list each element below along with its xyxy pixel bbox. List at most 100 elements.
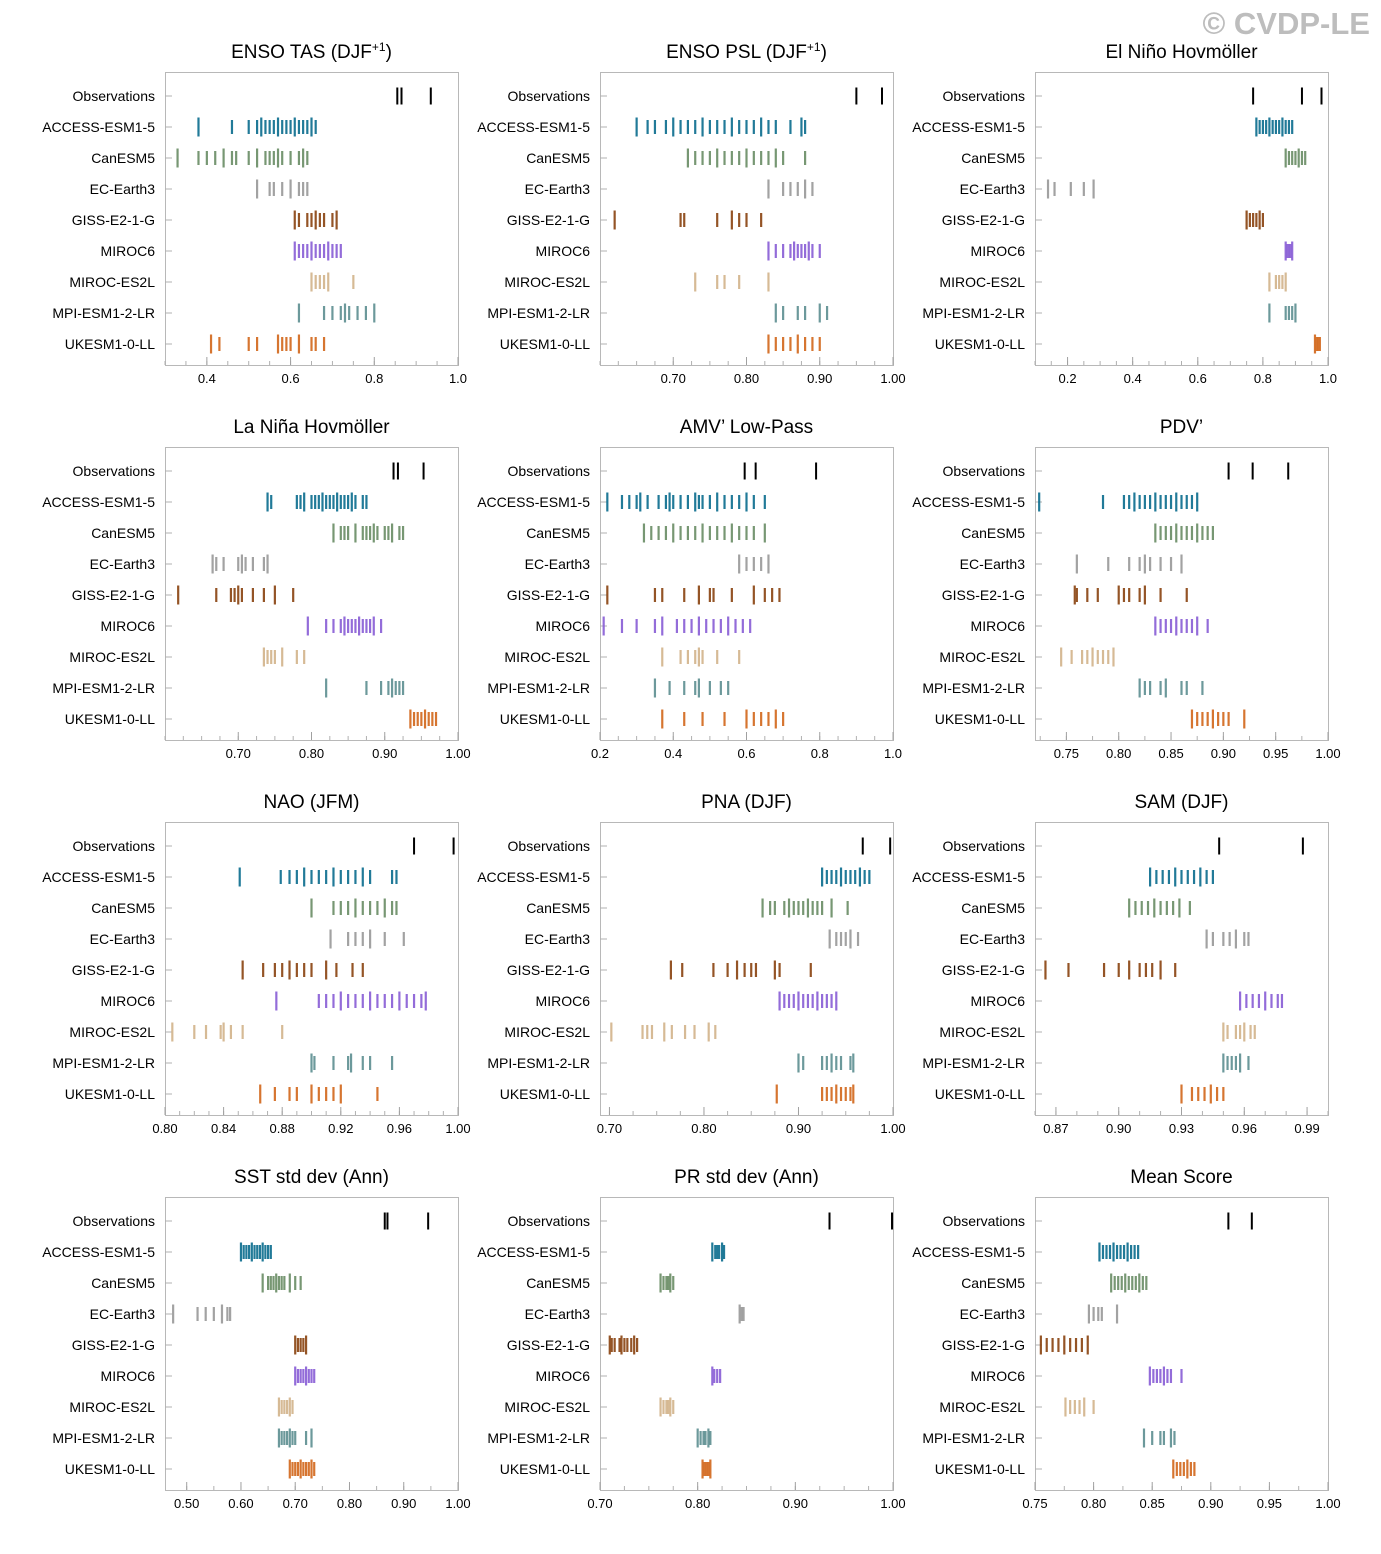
x-tick-label: 0.80 — [1081, 1496, 1106, 1511]
panel-title-text: PDV’ — [1160, 417, 1203, 438]
row-label-observations: Observations — [73, 88, 155, 104]
row-label-access-esm1-5: ACCESS-ESM1-5 — [912, 1244, 1025, 1260]
panel-title: La Niña Hovmöller — [233, 417, 390, 438]
x-tick-label: 0.90 — [372, 746, 397, 761]
x-tick-label: 0.92 — [328, 1121, 353, 1136]
row-label-miroc6: MIROC6 — [536, 1368, 591, 1384]
row-label-canesm5: CanESM5 — [91, 1275, 155, 1291]
panel-title-superscript: +1 — [807, 40, 821, 54]
x-tick-label: 0.75 — [1022, 1496, 1047, 1511]
panel-title-text: SAM (DJF) — [1135, 792, 1229, 813]
row-label-mpi-esm1-2-lr: MPI-ESM1-2-LR — [487, 680, 590, 696]
row-label-observations: Observations — [508, 1213, 590, 1229]
row-label-ukesm1-0-ll: UKESM1-0-LL — [500, 336, 590, 352]
row-label-miroc6: MIROC6 — [536, 243, 591, 259]
x-tick-label: 0.95 — [1257, 1496, 1282, 1511]
panel-title: PNA (DJF) — [701, 792, 792, 813]
x-tick-label: 0.50 — [174, 1496, 199, 1511]
panel-title-text: NAO (JFM) — [263, 792, 359, 813]
row-label-ukesm1-0-ll: UKESM1-0-LL — [500, 1086, 590, 1102]
row-label-observations: Observations — [508, 88, 590, 104]
row-label-ec-earth3: EC-Earth3 — [525, 1306, 591, 1322]
x-tick-label: 0.90 — [1198, 1496, 1223, 1511]
row-label-access-esm1-5: ACCESS-ESM1-5 — [477, 494, 590, 510]
row-label-mpi-esm1-2-lr: MPI-ESM1-2-LR — [52, 680, 155, 696]
panel-title: ENSO PSL (DJF+1) — [666, 40, 827, 63]
panel-nao-jfm: NAO (JFM) Observations ACCESS-ESM1-5 CanESM… — [42, 792, 470, 1136]
panel-title-text: Mean Score — [1130, 1167, 1232, 1188]
panel-mean-score: Mean Score Observations ACCESS-ESM1-5 CanES… — [912, 1167, 1340, 1511]
panel-pdv: PDV’ Observations ACCESS-ESM1-5 CanESM5 EC-E… — [912, 417, 1340, 761]
x-tick-label: 0.60 — [228, 1496, 253, 1511]
x-tick-label: 0.87 — [1043, 1121, 1068, 1136]
plot-frame — [600, 447, 894, 741]
row-label-giss-e2-1-g: GISS-E2-1-G — [507, 962, 590, 978]
panel-sst-std-dev-ann: SST std dev (Ann) Observations ACCESS-ESM1… — [42, 1167, 470, 1511]
row-label-observations: Observations — [73, 838, 155, 854]
row-label-ukesm1-0-ll: UKESM1-0-LL — [935, 1086, 1025, 1102]
watermark: © CVDP-LE — [1202, 6, 1370, 41]
panel-title-text: PNA (DJF) — [701, 792, 792, 813]
x-tick-label: 1.00 — [445, 1121, 470, 1136]
row-label-miroc6: MIROC6 — [971, 243, 1026, 259]
panel-sam-djf: SAM (DJF) Observations ACCESS-ESM1-5 CanESM… — [912, 792, 1329, 1136]
panel-pna-djf: PNA (DJF) Observations ACCESS-ESM1-5 CanESM… — [477, 792, 905, 1136]
x-tick-label: 1.00 — [880, 371, 905, 386]
row-label-ec-earth3: EC-Earth3 — [525, 181, 591, 197]
row-label-canesm5: CanESM5 — [91, 150, 155, 166]
row-label-canesm5: CanESM5 — [91, 900, 155, 916]
x-tick-label: 0.90 — [786, 1121, 811, 1136]
panel-la-ni-a-hovm-ller: La Niña Hovmöller Observations ACCESS-ESM1… — [42, 417, 470, 761]
row-label-access-esm1-5: ACCESS-ESM1-5 — [477, 1244, 590, 1260]
panel-grid: ENSO TAS (DJF+1) Observations ACCESS-ESM1-… — [42, 40, 1340, 1511]
row-label-miroc-es2l: MIROC-ES2L — [939, 274, 1025, 290]
x-tick-label: 0.70 — [587, 1496, 612, 1511]
plot-frame — [1035, 447, 1329, 741]
row-label-canesm5: CanESM5 — [961, 150, 1025, 166]
row-label-ec-earth3: EC-Earth3 — [960, 1306, 1026, 1322]
x-tick-label: 1.00 — [445, 746, 470, 761]
panel-title: SST std dev (Ann) — [234, 1167, 389, 1188]
row-label-ec-earth3: EC-Earth3 — [525, 931, 591, 947]
row-label-mpi-esm1-2-lr: MPI-ESM1-2-LR — [922, 1430, 1025, 1446]
x-tick-label: 0.80 — [685, 1496, 710, 1511]
panel-title: PR std dev (Ann) — [674, 1167, 819, 1188]
row-label-canesm5: CanESM5 — [526, 525, 590, 541]
x-tick-label: 0.80 — [152, 1121, 177, 1136]
x-tick-label: 0.84 — [211, 1121, 236, 1136]
row-label-access-esm1-5: ACCESS-ESM1-5 — [42, 869, 155, 885]
x-tick-label: 0.70 — [661, 371, 686, 386]
row-label-ukesm1-0-ll: UKESM1-0-LL — [935, 336, 1025, 352]
panel-el-ni-o-hovm-ller: El Niño Hovmöller Observations ACCESS-ESM1… — [912, 42, 1337, 386]
plot-frame — [165, 822, 459, 1116]
x-tick-label: 0.95 — [1263, 746, 1288, 761]
row-label-ukesm1-0-ll: UKESM1-0-LL — [65, 711, 155, 727]
row-label-access-esm1-5: ACCESS-ESM1-5 — [42, 119, 155, 135]
x-tick-label: 0.96 — [387, 1121, 412, 1136]
panel-title-text: SST std dev (Ann) — [234, 1167, 389, 1188]
row-label-miroc6: MIROC6 — [971, 618, 1026, 634]
panel-title-text: La Niña Hovmöller — [233, 417, 390, 438]
panel-title: ENSO TAS (DJF+1) — [231, 40, 392, 63]
row-label-ukesm1-0-ll: UKESM1-0-LL — [935, 1461, 1025, 1477]
row-label-miroc-es2l: MIROC-ES2L — [504, 649, 590, 665]
plot-frame — [600, 1197, 894, 1491]
row-label-giss-e2-1-g: GISS-E2-1-G — [72, 1337, 155, 1353]
row-label-miroc-es2l: MIROC-ES2L — [504, 1399, 590, 1415]
x-tick-label: 0.85 — [1158, 746, 1183, 761]
row-label-access-esm1-5: ACCESS-ESM1-5 — [477, 119, 590, 135]
x-tick-label: 0.90 — [391, 1496, 416, 1511]
x-tick-label: 1.00 — [880, 1121, 905, 1136]
row-label-miroc-es2l: MIROC-ES2L — [69, 1399, 155, 1415]
row-label-mpi-esm1-2-lr: MPI-ESM1-2-LR — [52, 1430, 155, 1446]
row-label-observations: Observations — [943, 1213, 1025, 1229]
row-label-miroc6: MIROC6 — [101, 243, 156, 259]
x-tick-label: 0.4 — [1124, 371, 1142, 386]
row-label-miroc-es2l: MIROC-ES2L — [939, 1399, 1025, 1415]
row-label-giss-e2-1-g: GISS-E2-1-G — [72, 587, 155, 603]
row-label-mpi-esm1-2-lr: MPI-ESM1-2-LR — [487, 305, 590, 321]
x-tick-label: 1.0 — [1319, 371, 1337, 386]
row-label-mpi-esm1-2-lr: MPI-ESM1-2-LR — [52, 1055, 155, 1071]
row-label-miroc6: MIROC6 — [101, 618, 156, 634]
